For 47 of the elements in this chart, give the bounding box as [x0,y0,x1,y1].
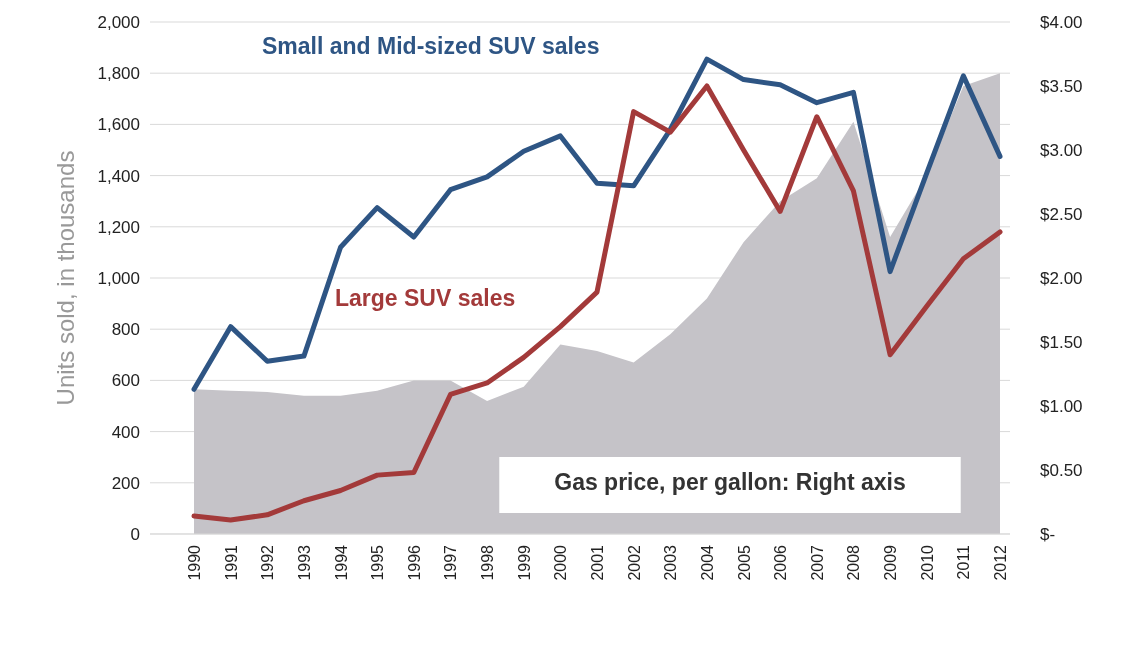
x-tick-label: 2007 [808,544,826,581]
x-tick-label: 1991 [222,544,240,581]
y2-tick-label: $- [1040,524,1056,544]
y-tick-label: 1,600 [97,115,140,135]
y2-tick-label: $0.50 [1040,460,1083,480]
y-tick-label: 1,800 [97,64,140,84]
y2-tick-label: $4.00 [1040,12,1083,32]
y2-tick-label: $1.50 [1040,332,1083,352]
y2-tick-label: $2.50 [1040,204,1083,224]
x-tick-label: 2001 [589,544,606,581]
x-tick-label: 1994 [332,544,350,581]
x-tick-label: 1993 [295,544,313,581]
x-tick-label: 2010 [918,544,936,581]
x-tick-label: 2003 [662,544,680,581]
y2-tick-label: $3.50 [1040,76,1083,96]
x-tick-label: 1999 [515,544,533,581]
x-tick-label: 1995 [369,544,387,581]
text: Small and Mid-sized SUV sales [262,33,600,59]
y2-tick-label: $3.00 [1040,140,1083,160]
x-tick-label: 2011 [955,544,973,580]
x-tick-label: 2009 [882,544,900,581]
x-tick-label: 1990 [186,544,203,581]
x-tick-label: 1998 [479,544,497,581]
series-label: Gas price, per gallon: Right axis [554,469,906,495]
y-tick-label: 400 [111,422,140,442]
y-tick-label: 0 [130,524,140,544]
x-tick-label: 2005 [735,544,753,581]
series-label: Large SUV sales [335,285,516,311]
y2-tick-label: $2.00 [1040,268,1083,288]
x-tick-label: 2002 [625,544,643,581]
x-tick-label: 2006 [772,544,790,581]
y-tick-label: 1,000 [97,268,140,288]
y-tick-label: 600 [111,371,140,391]
y-axis-title: Units sold, in thousands [52,150,79,406]
x-tick-label: 2000 [552,544,570,581]
y-tick-label: 1,400 [97,166,140,186]
x-tick-label: 1997 [442,544,460,581]
y2-tick-label: $1.00 [1040,396,1083,416]
x-tick-label: 2004 [698,544,716,581]
x-tick-label: 1996 [405,544,423,581]
x-tick-label: 1992 [259,544,277,581]
y-tick-label: 800 [111,320,140,340]
x-tick-label: 2012 [992,544,1009,581]
y-tick-label: 2,000 [97,12,140,32]
y-tick-label: 1,200 [97,217,140,237]
x-tick-label: 2008 [845,544,863,581]
y-tick-label: 200 [111,473,140,493]
